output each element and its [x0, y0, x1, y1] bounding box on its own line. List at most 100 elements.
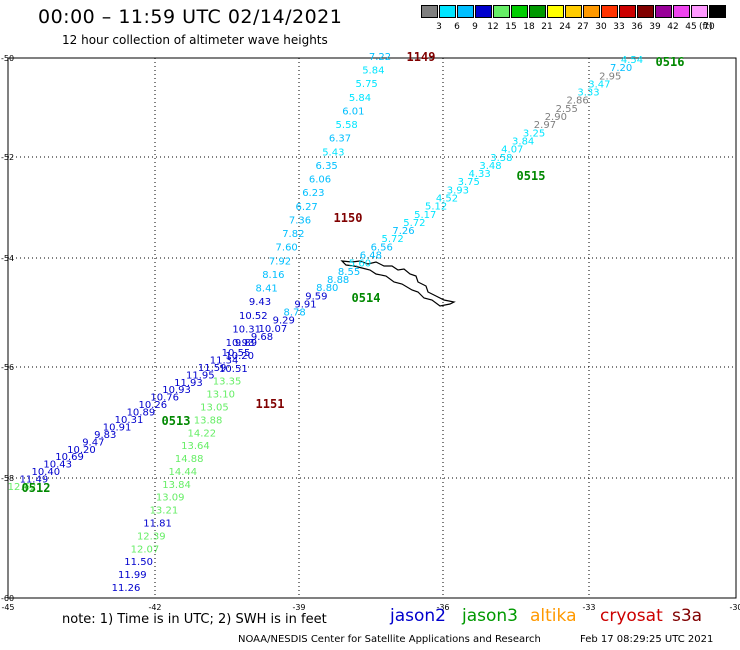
satellite-s3a: s3a [672, 606, 703, 626]
generated-time: Feb 17 08:29:25 UTC 2021 [580, 634, 714, 645]
track-1151-value: 10.20 [225, 351, 254, 362]
track-1149-value: 10.93 [226, 338, 255, 349]
track-1151-value: 13.21 [150, 506, 179, 517]
lat-tick-label: -52 [1, 153, 14, 162]
track-1149-value: 10.91 [103, 422, 132, 433]
track-1149-value: 5.84 [349, 93, 371, 104]
satellite-jason2: jason2 [390, 606, 446, 626]
lon-tick-label: -36 [436, 603, 449, 612]
legend-label: 70 [703, 22, 715, 32]
track-1151-value: 11.99 [118, 570, 147, 581]
track-0516-value: 8.80 [316, 283, 338, 294]
legend-swatch [475, 5, 492, 18]
pass-time-label: 1149 [407, 50, 436, 64]
legend-label: 36 [631, 22, 643, 32]
track-0516-value: 5.72 [403, 218, 425, 229]
track-0516-value: 4.52 [436, 194, 458, 205]
lon-tick-label: -39 [292, 603, 305, 612]
track-1151-value: 14.88 [175, 454, 204, 465]
track-0516-value: 3.47 [588, 79, 610, 90]
track-0516-value: 3.25 [523, 128, 545, 139]
track-0516-value: 5.60 [349, 259, 371, 270]
track-1149-value: 7.92 [269, 256, 291, 267]
track-0516-value: 10.07 [259, 324, 288, 335]
track-1149-value: 5.58 [336, 120, 358, 131]
track-0516-value: 9.68 [251, 332, 273, 343]
map-title: 00:00 – 11:59 UTC 02/14/2021 [38, 6, 343, 28]
track-0516-value: 2.97 [534, 120, 556, 131]
track-0516-value: 2.95 [599, 71, 621, 82]
track-0516-value: 8.88 [327, 275, 349, 286]
legend-label: 24 [559, 22, 571, 32]
legend-label: 27 [577, 22, 589, 32]
track-1151-value: 11.26 [112, 583, 141, 594]
track-1151-value: 14.22 [187, 428, 216, 439]
track-1149-value: 6.06 [309, 175, 331, 186]
track-0516-value: 7.20 [610, 63, 632, 74]
track-1149-value: 10.76 [150, 393, 179, 404]
track-1151-value: 13.64 [181, 441, 210, 452]
lon-tick-label: -42 [148, 603, 161, 612]
legend-swatch [709, 5, 726, 18]
lat-tick-label: -50 [1, 54, 14, 63]
track-1149-value: 6.27 [296, 202, 318, 213]
track-0516-value: 8.78 [284, 308, 306, 319]
track-1149-value: 8.41 [256, 284, 278, 295]
track-0516-value: 3.93 [447, 185, 469, 196]
legend-label: 30 [595, 22, 607, 32]
lon-tick-label: -45 [1, 603, 14, 612]
footer-note: note: 1) Time is in UTC; 2) SWH is in fe… [62, 612, 327, 627]
track-1149-value: 5.75 [356, 79, 378, 90]
lon-tick-label: -30 [729, 603, 740, 612]
track-0516-value: 3.58 [490, 153, 512, 164]
track-1149-value: 6.37 [329, 134, 351, 145]
map-subtitle: 12 hour collection of altimeter wave hei… [62, 33, 328, 47]
track-1149-value: 11.95 [186, 370, 215, 381]
track-1149-value: 5.84 [362, 66, 384, 77]
lat-tick-label: -60 [1, 594, 14, 603]
track-1149-value: 10.31 [115, 415, 144, 426]
track-1149-value: 11.49 [20, 475, 49, 486]
legend-label: 42 [667, 22, 679, 32]
track-0516-value: 6.56 [371, 242, 393, 253]
legend-swatch [457, 5, 474, 18]
track-1151-value: 13.35 [213, 377, 242, 388]
satellite-altika: altika [530, 606, 577, 626]
track-1149-value: 10.43 [43, 460, 72, 471]
legend-label: 18 [523, 22, 535, 32]
track-1151-value: 14.44 [169, 467, 198, 478]
legend-label: 45 [685, 22, 697, 32]
track-0516-value: 4.54 [621, 55, 643, 66]
track-0516-value: 2.90 [545, 112, 567, 123]
track-1149-value: 11.93 [174, 378, 203, 389]
legend-label: 21 [541, 22, 553, 32]
lon-tick-label: -33 [582, 603, 595, 612]
track-0516-value: 4.33 [469, 169, 491, 180]
track-0516-value: 5.17 [414, 210, 436, 221]
track-1149-value: 11.59 [198, 363, 227, 374]
track-1151-value: 9.89 [235, 338, 257, 349]
track-0516-value: 7.26 [392, 226, 414, 237]
track-1149-value: 5.43 [322, 147, 344, 158]
track-1149-value: 9.83 [94, 430, 116, 441]
legend-swatch [583, 5, 600, 18]
legend-label: 6 [454, 22, 460, 32]
track-1151-value: 13.09 [156, 493, 185, 504]
track-0516-value: 2.86 [566, 96, 588, 107]
track-1149-value: 10.31 [232, 324, 261, 335]
track-0516-value: 2.55 [556, 104, 578, 115]
track-1149-value: 10.20 [67, 445, 96, 456]
legend-swatch [511, 5, 528, 18]
legend-unit: (ft) [699, 22, 713, 32]
legend-label: 33 [613, 22, 625, 32]
track-1149-value: 11.34 [210, 355, 239, 366]
track-1151-value: 13.84 [162, 480, 191, 491]
track-1151-value: 11.81 [143, 519, 172, 530]
legend-swatch [673, 5, 690, 18]
legend-label: 12 [487, 22, 499, 32]
pass-time-label: 0516 [656, 55, 685, 69]
track-1149-value: 6.35 [316, 161, 338, 172]
track-0516-value: 3.33 [577, 88, 599, 99]
legend-label: 39 [649, 22, 661, 32]
track-1149-value: 10.26 [138, 400, 167, 411]
